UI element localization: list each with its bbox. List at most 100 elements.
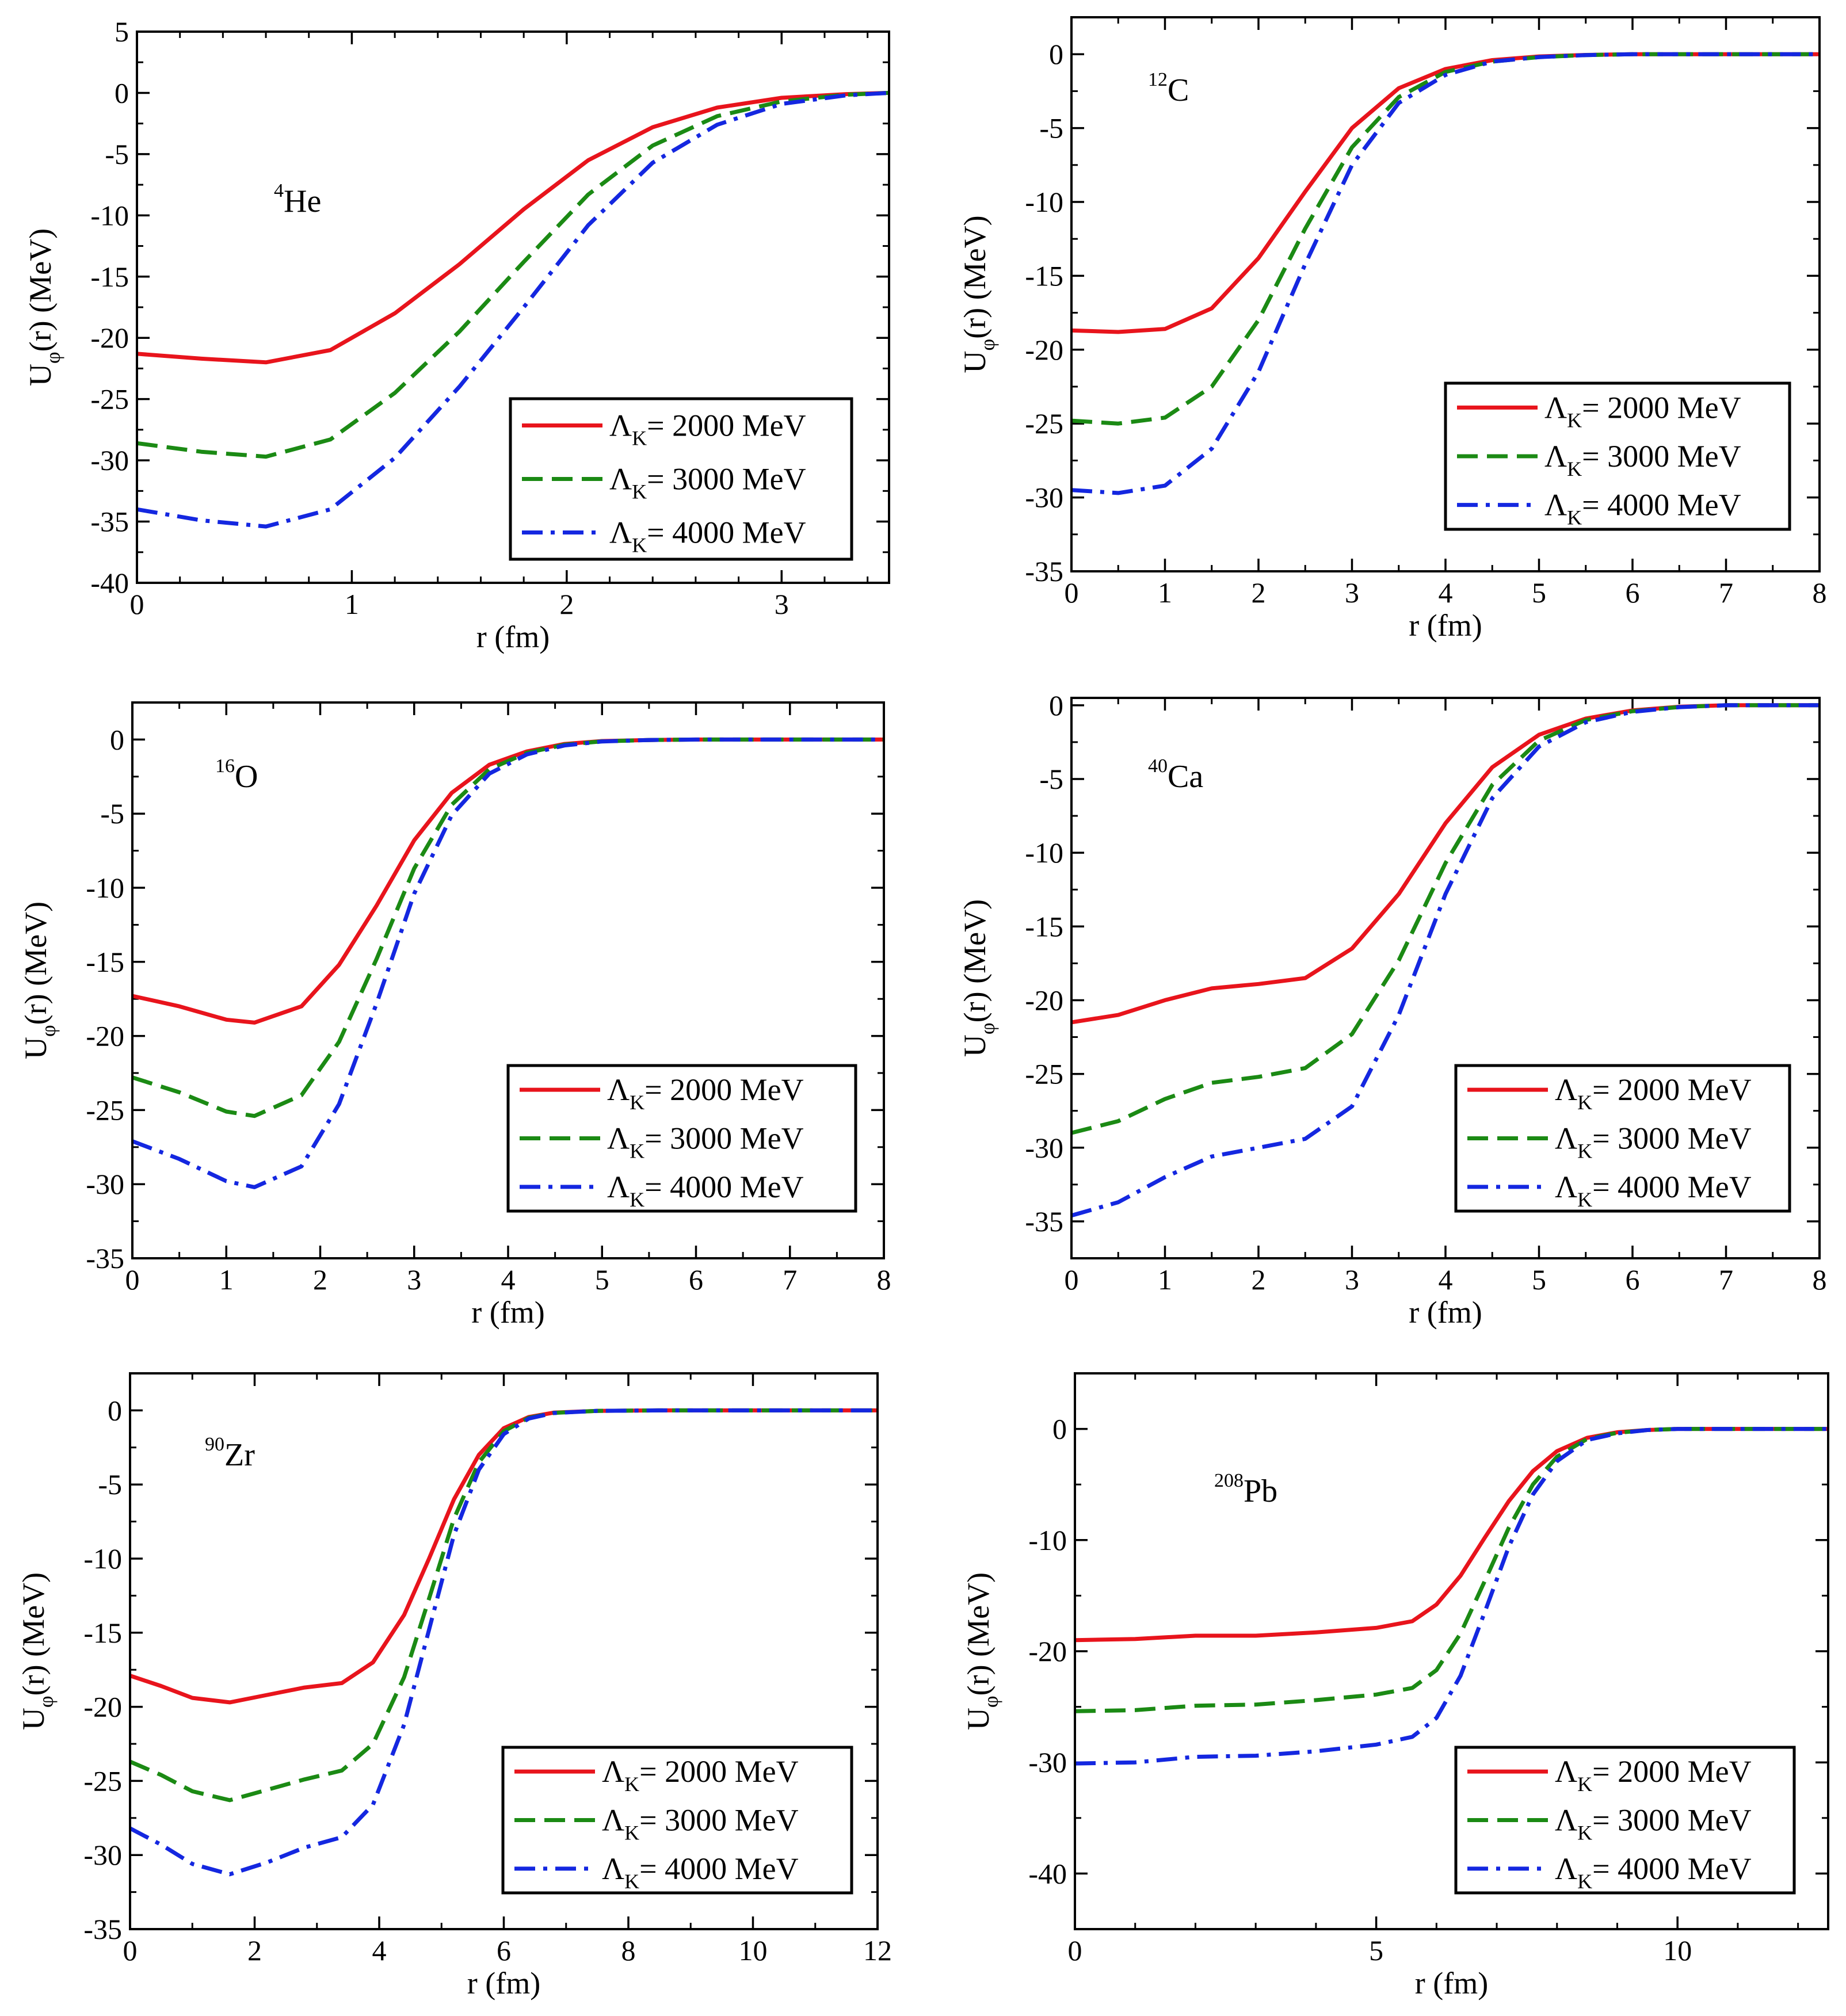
x-axis-label: r (fm) (1415, 1966, 1488, 2000)
x-tick-label: 1 (219, 1263, 234, 1296)
x-tick-label: 4 (372, 1934, 387, 1967)
x-tick-label: 3 (775, 588, 789, 620)
chart-panel-o: 0 1 2 3 4 5 6 7 8 0 -5 -10 -15 -20 -25 -30 -35 r (fm) Uφ(r… (18, 701, 891, 1330)
plot-frame (1070, 16, 1821, 572)
legend-label: ΛK= 4000 MeV (609, 516, 806, 557)
legend-label: ΛK= 3000 MeV (602, 1803, 799, 1845)
x-tick-label: 2 (1252, 576, 1266, 609)
legend: ΛK= 2000 MeV ΛK= 3000 MeV ΛK= 4000 MeV (506, 1064, 857, 1213)
series-line-3000 (1071, 703, 1820, 1135)
legend-label: ΛK= 2000 MeV (1555, 1754, 1752, 1796)
x-tick-label: 1 (1158, 576, 1172, 609)
y-tick-label: -35 (1025, 1205, 1063, 1238)
y-tick-label: -15 (1025, 259, 1063, 292)
y-tick-label: 0 (1049, 38, 1063, 70)
x-tick-label: 3 (1345, 1263, 1359, 1296)
x-tick-label: 7 (1719, 576, 1733, 609)
legend: ΛK= 2000 MeV ΛK= 3000 MeV ΛK= 4000 MeV (509, 397, 853, 561)
legend: ΛK= 2000 MeV ΛK= 3000 MeV ΛK= 4000 MeV (1454, 1064, 1791, 1213)
x-tick-label: 2 (313, 1263, 327, 1296)
x-tick-label: 1 (1158, 1263, 1172, 1296)
nucleus-label: 4He (274, 180, 321, 219)
series-line-4000 (130, 1408, 878, 1877)
y-tick-label: -40 (1028, 1857, 1067, 1889)
y-tick-label: -35 (86, 1242, 124, 1274)
y-tick-label: -5 (1039, 763, 1063, 795)
legend-label: ΛK= 4000 MeV (1544, 488, 1741, 529)
y-tick-label: -25 (86, 1094, 124, 1126)
x-tick-label: 0 (125, 1263, 140, 1296)
y-tick-label: -10 (83, 1542, 122, 1575)
chart-panel-pb: 0 5 10 0 -10 -20 -30 -40 r (fm) Uφ(r) (MeV) 208Pb Λ… (961, 1372, 1829, 2000)
y-tick-label: -25 (90, 383, 129, 415)
series-line-4000 (137, 90, 889, 529)
series-line-4000 (1071, 703, 1820, 1218)
x-tick-label: 6 (689, 1263, 703, 1296)
y-tick-label: -5 (1039, 112, 1063, 144)
x-axis-label: r (fm) (1409, 608, 1482, 643)
y-tick-label: -20 (90, 322, 129, 354)
plot-frame (131, 701, 885, 1259)
y-tick-label: -30 (90, 444, 129, 476)
y-tick-label: -30 (83, 1839, 122, 1871)
plot-frame (129, 1372, 879, 1930)
x-tick-label: 7 (783, 1263, 797, 1296)
x-tick-label: 5 (1532, 576, 1546, 609)
y-tick-label: -35 (90, 506, 129, 538)
legend: ΛK= 2000 MeV ΛK= 3000 MeV ΛK= 4000 MeV (501, 1746, 853, 1895)
chart-panel-c: 0 1 2 3 4 5 6 7 8 0 -5 -10 -15 -20 -25 -30 -35 r (fm) Uφ(r… (958, 16, 1827, 643)
y-tick-label: -30 (1028, 1746, 1067, 1778)
y-tick-label: -25 (1025, 1058, 1063, 1090)
y-tick-label: -5 (100, 797, 124, 830)
y-tick-label: -10 (1028, 1524, 1067, 1556)
x-tick-label: 0 (130, 588, 144, 620)
x-tick-label: 6 (1626, 1263, 1640, 1296)
y-tick-label: 0 (1052, 1413, 1067, 1445)
x-tick-label: 12 (863, 1934, 892, 1967)
y-tick-label: -35 (1025, 555, 1063, 587)
x-tick-label: 0 (1065, 576, 1079, 609)
x-tick-label: 10 (739, 1934, 768, 1967)
y-tick-label: -25 (1025, 407, 1063, 440)
y-tick-label: -35 (83, 1913, 122, 1945)
chart-panel-he: 0 1 2 3 5 0 -5 -10 -15 -20 -25 -30 -35 -40 r (fm) Uφ(r)… (23, 16, 890, 654)
y-tick-label: 0 (108, 1394, 122, 1426)
series-line-4000 (132, 737, 884, 1189)
series-line-3000 (132, 737, 884, 1118)
x-tick-label: 8 (621, 1934, 636, 1967)
x-axis-label: r (fm) (467, 1966, 540, 2000)
y-tick-label: 0 (1049, 689, 1063, 721)
legend: ΛK= 2000 MeV ΛK= 3000 MeV ΛK= 4000 MeV (1444, 381, 1791, 531)
legend-label: ΛK= 4000 MeV (1555, 1170, 1752, 1211)
series-line-3000 (130, 1408, 878, 1803)
y-tick-label: -10 (90, 199, 129, 231)
y-tick-label: 0 (115, 77, 129, 109)
series-line-4000 (1071, 52, 1820, 495)
y-tick-label: -15 (90, 261, 129, 293)
series-line-3000 (137, 90, 889, 459)
series-line-3000 (1075, 1427, 1828, 1713)
plot-frame (136, 30, 890, 584)
nucleus-label: 12C (1148, 69, 1189, 108)
x-tick-label: 6 (497, 1934, 511, 1967)
x-tick-label: 1 (345, 588, 359, 620)
legend-label: ΛK= 3000 MeV (609, 462, 806, 503)
series-line-2000 (137, 90, 889, 365)
x-tick-label: 0 (1065, 1263, 1079, 1296)
series-line-4000 (1075, 1427, 1828, 1766)
x-tick-label: 2 (559, 588, 574, 620)
y-tick-label: 0 (110, 723, 124, 755)
y-axis-label: Uφ(r) (MeV) (16, 1572, 58, 1730)
x-tick-label: 7 (1719, 1263, 1733, 1296)
x-tick-label: 5 (1532, 1263, 1546, 1296)
x-tick-label: 3 (1345, 576, 1359, 609)
chart-panel-zr: 0 2 4 6 8 10 12 0 -5 -10 -15 -20 -25 -30 -35 r (fm) Uφ(r… (16, 1372, 892, 2000)
y-tick-label: -30 (1025, 482, 1063, 514)
y-tick-label: -10 (1025, 837, 1063, 869)
nucleus-label: 40Ca (1148, 755, 1203, 795)
legend-label: ΛK= 2000 MeV (1555, 1072, 1752, 1114)
y-tick-label: -20 (1025, 334, 1063, 366)
x-tick-label: 10 (1663, 1934, 1692, 1967)
x-tick-label: 2 (247, 1934, 262, 1967)
